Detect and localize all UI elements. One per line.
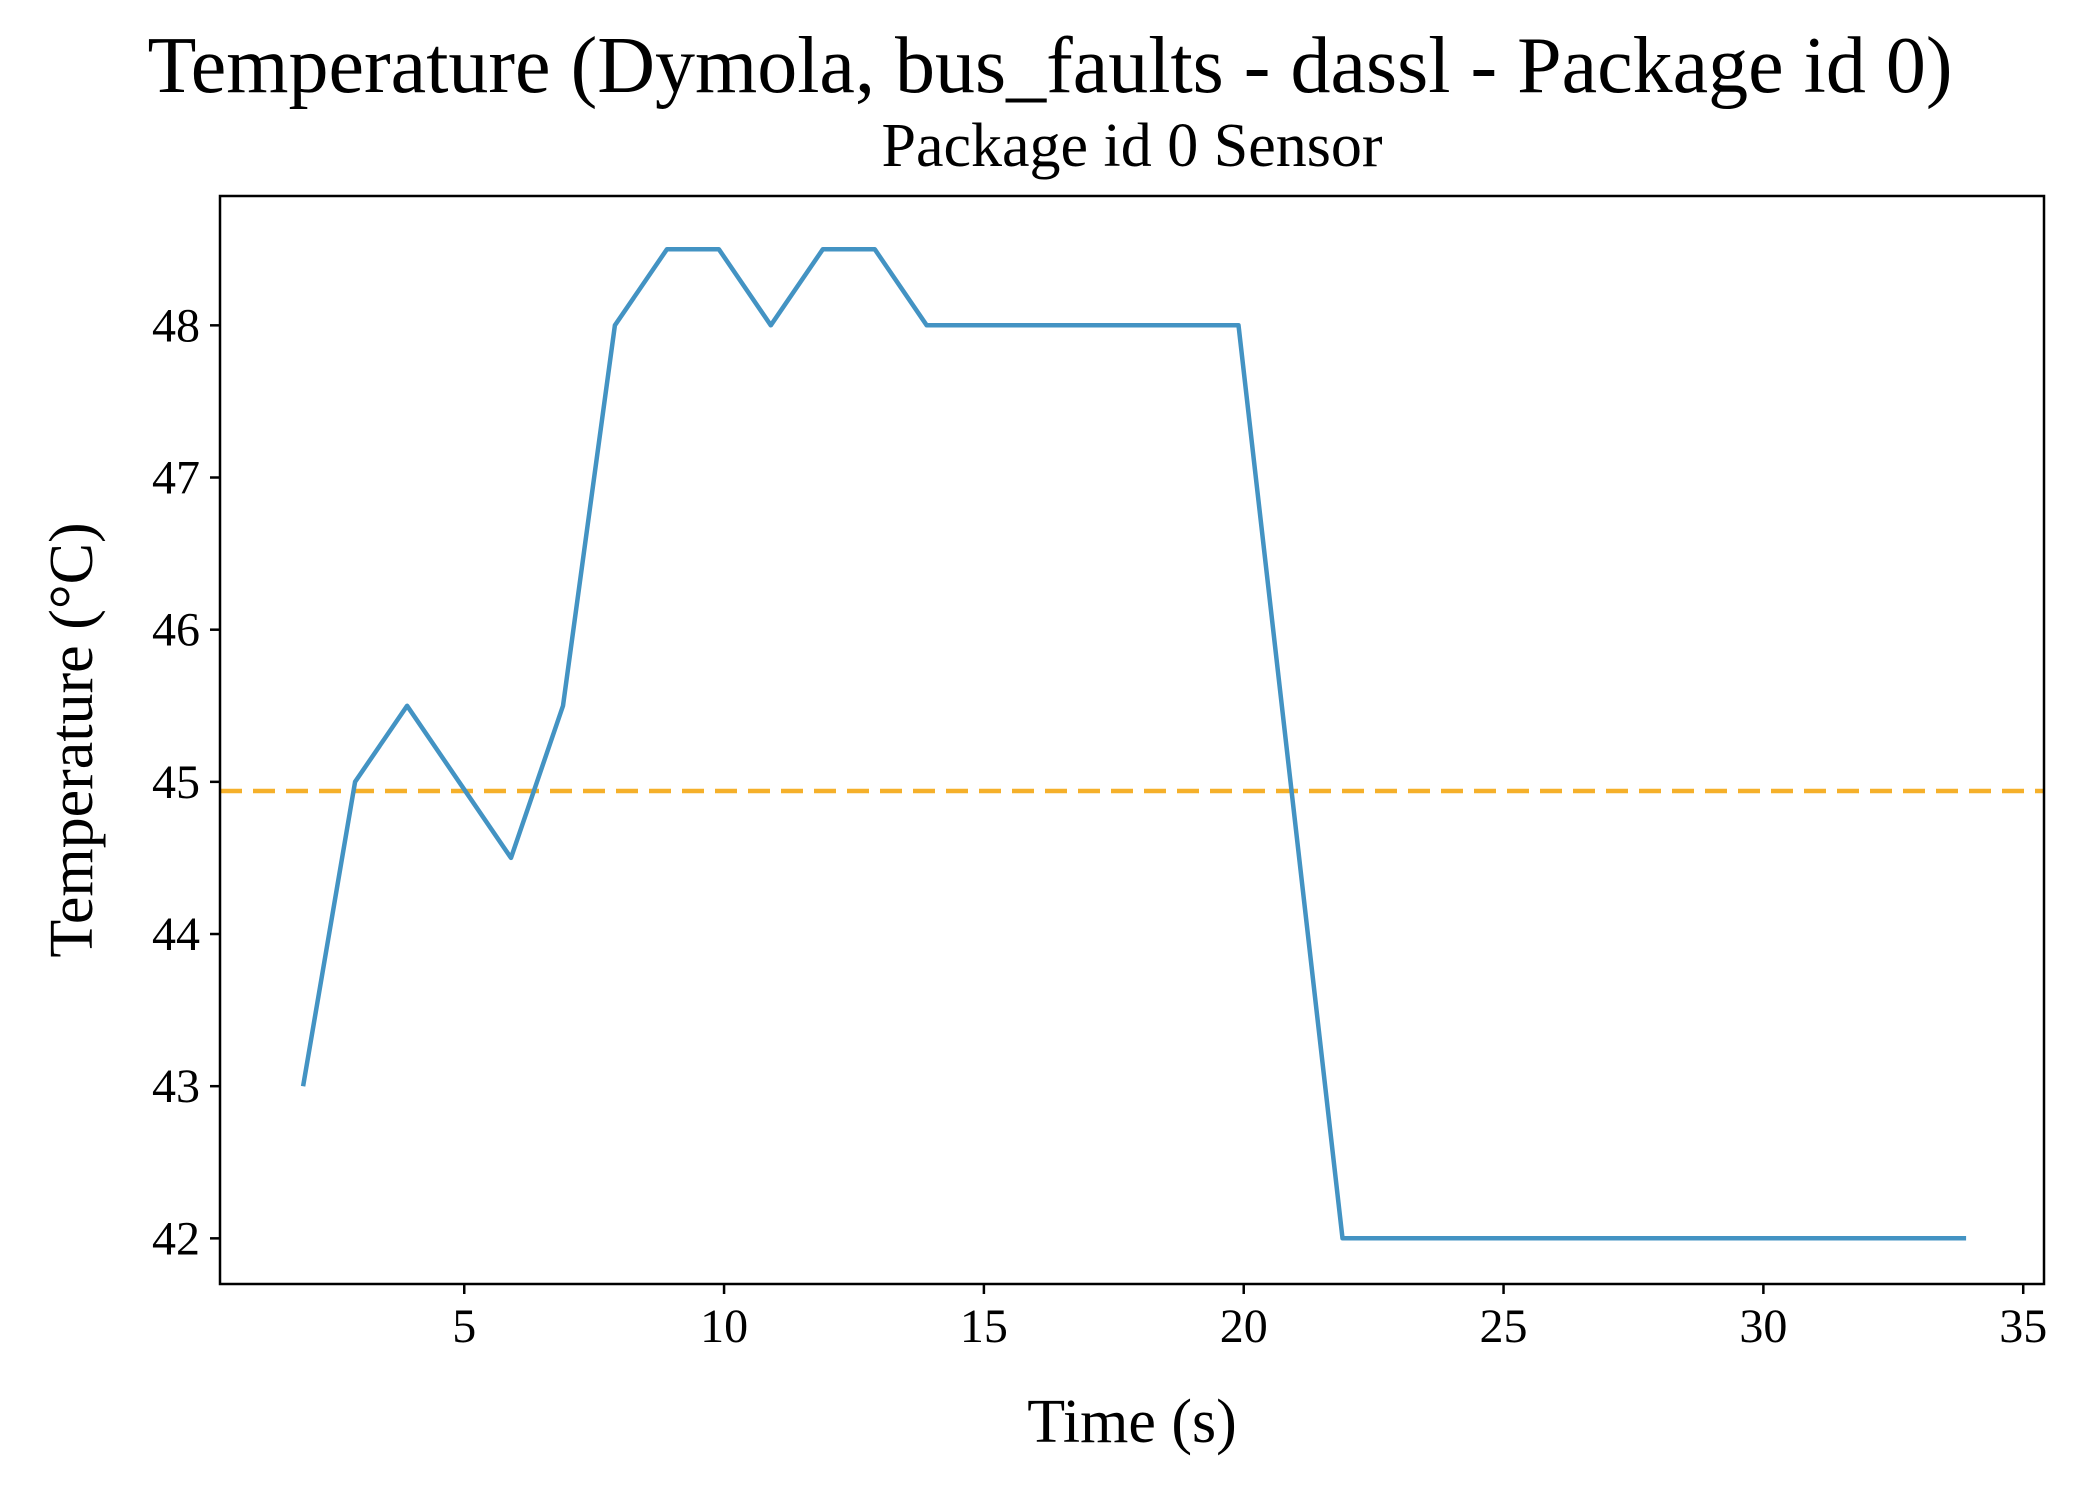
series-line [300,247,1967,1241]
y-tick-label: 43 [152,1060,200,1113]
x-tick-label: 10 [700,1300,748,1353]
y-tick-label: 47 [152,452,200,505]
chart-subtitle: Package id 0 Sensor [881,112,1382,180]
series-layer [300,247,1967,1241]
x-tick-label: 35 [1999,1300,2047,1353]
y-axis-label: Temperature (°C) [38,522,106,957]
x-tick-label: 15 [960,1300,1008,1353]
y-tick-label: 45 [152,756,200,809]
x-tick-label: 25 [1480,1300,1528,1353]
y-tick-label: 42 [152,1212,200,1265]
y-tick-label: 48 [152,299,200,352]
x-tick-label: 20 [1220,1300,1268,1353]
x-tick-label: 30 [1739,1300,1787,1353]
y-tick-label: 44 [152,908,200,961]
x-axis-label: Time (s) [1027,1388,1237,1456]
plot-frame [218,194,2046,1286]
y-tick-label: 46 [152,604,200,657]
axis-ticks: 5 10 15 20 25 30 35 42 43 44 45 46 47 48 [152,299,2047,1353]
x-tick-label: 5 [452,1300,476,1353]
figure-title: Temperature (Dymola, bus_faults - dassl … [147,22,1953,110]
